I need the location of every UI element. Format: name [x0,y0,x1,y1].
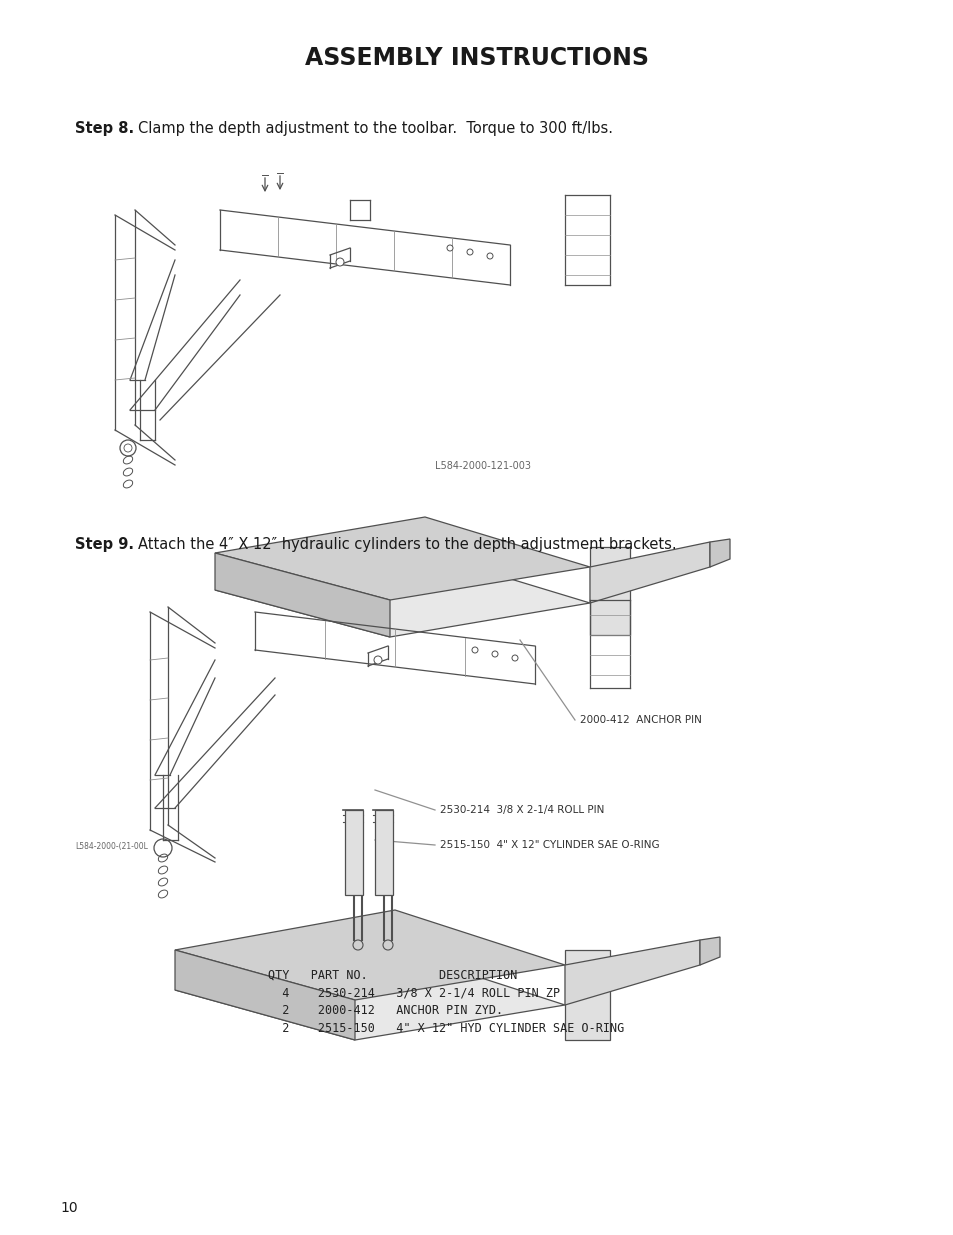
Polygon shape [214,553,589,637]
Polygon shape [174,950,564,1040]
Text: 2000-412  ANCHOR PIN: 2000-412 ANCHOR PIN [579,715,701,725]
Polygon shape [214,553,390,637]
Circle shape [512,655,517,661]
Polygon shape [700,937,720,965]
Polygon shape [589,547,629,635]
Text: L584-2000-(21-00L: L584-2000-(21-00L [75,842,148,851]
Text: 2    2515-150   4" X 12" HYD CYLINDER SAE O-RING: 2 2515-150 4" X 12" HYD CYLINDER SAE O-R… [268,1023,623,1035]
Text: ASSEMBLY INSTRUCTIONS: ASSEMBLY INSTRUCTIONS [305,46,648,70]
Polygon shape [214,517,589,600]
Polygon shape [589,542,709,603]
Polygon shape [174,950,355,1040]
Circle shape [374,656,381,664]
Text: 2    2000-412   ANCHOR PIN ZYD.: 2 2000-412 ANCHOR PIN ZYD. [268,1004,502,1018]
Text: Step 8.: Step 8. [75,121,134,136]
Text: 2530-214  3/8 X 2-1/4 ROLL PIN: 2530-214 3/8 X 2-1/4 ROLL PIN [439,805,604,815]
Polygon shape [564,950,609,1040]
Bar [375,810,393,895]
Bar [345,810,363,895]
Polygon shape [174,910,564,1000]
Text: QTY   PART NO.          DESCRIPTION: QTY PART NO. DESCRIPTION [268,968,517,982]
Text: Clamp the depth adjustment to the toolbar.  Torque to 300 ft/lbs.: Clamp the depth adjustment to the toolba… [138,121,613,136]
Circle shape [472,647,477,653]
Text: Step 9.: Step 9. [75,537,133,552]
Text: 2515-150  4" X 12" CYLINDER SAE O-RING: 2515-150 4" X 12" CYLINDER SAE O-RING [439,840,659,850]
Circle shape [492,651,497,657]
Circle shape [467,249,473,254]
Circle shape [335,258,344,266]
Circle shape [447,245,453,251]
Text: L584-2000-121-003: L584-2000-121-003 [435,461,531,471]
Text: 10: 10 [60,1200,77,1215]
Polygon shape [564,940,700,1005]
Polygon shape [709,538,729,567]
Text: 4    2530-214   3/8 X 2-1/4 ROLL PIN ZP: 4 2530-214 3/8 X 2-1/4 ROLL PIN ZP [268,987,559,999]
Text: Attach the 4″ X 12″ hydraulic cylinders to the depth adjustment brackets.: Attach the 4″ X 12″ hydraulic cylinders … [138,537,676,552]
Circle shape [486,253,493,259]
